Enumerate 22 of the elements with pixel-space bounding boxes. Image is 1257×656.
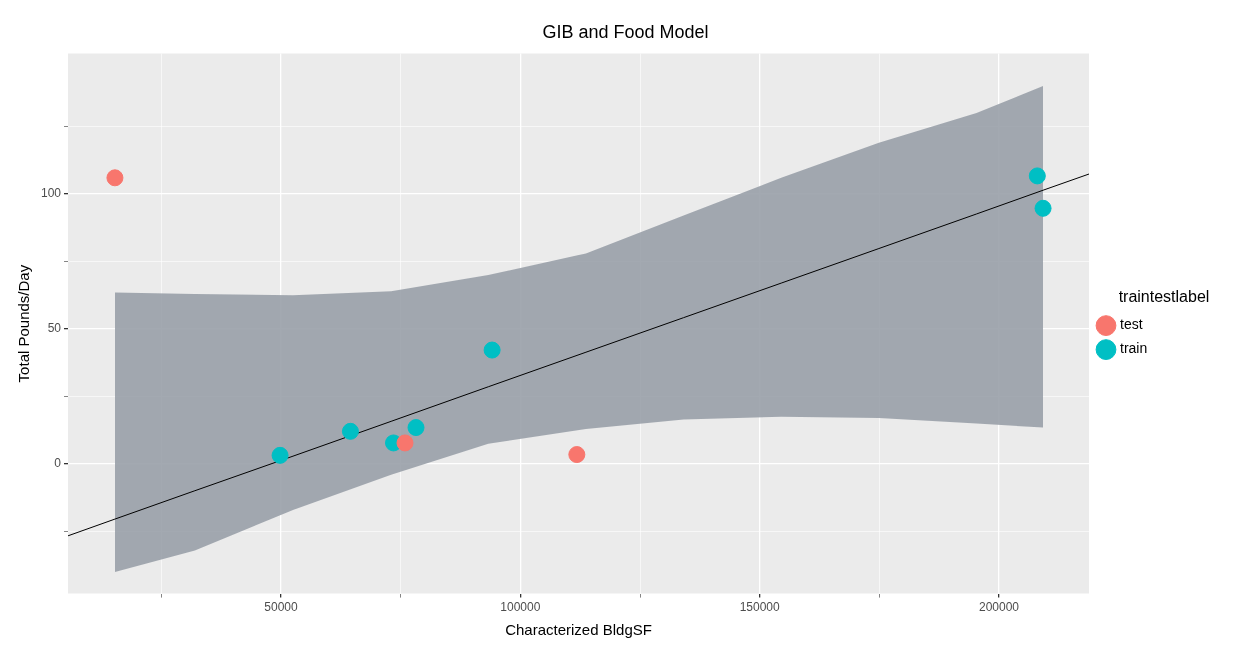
x-tick-label: 100000 xyxy=(500,600,541,615)
chart-title: GIB and Food Model xyxy=(542,21,709,42)
y-tick-label: 100 xyxy=(40,186,62,201)
point xyxy=(1028,167,1046,185)
x-tick-label: 200000 xyxy=(978,600,1020,615)
legend-label: test xyxy=(1120,316,1143,333)
y-tick-label: 0 xyxy=(54,456,62,471)
point xyxy=(1034,199,1052,217)
legend-label: train xyxy=(1120,340,1148,357)
legend-title: traintestlabel xyxy=(1118,287,1210,305)
x-tick-label: 50000 xyxy=(264,600,299,615)
y-tick-label: 50 xyxy=(47,321,62,336)
point xyxy=(106,169,124,187)
point xyxy=(407,419,425,437)
y-axis-title: Total Pounds/Day xyxy=(15,264,33,383)
point xyxy=(483,341,501,359)
point xyxy=(341,422,359,440)
x-tick-label: 150000 xyxy=(739,600,781,615)
point xyxy=(396,434,414,452)
point xyxy=(271,446,289,464)
point xyxy=(568,446,586,464)
x-axis-title: Characterized BldgSF xyxy=(505,621,652,639)
